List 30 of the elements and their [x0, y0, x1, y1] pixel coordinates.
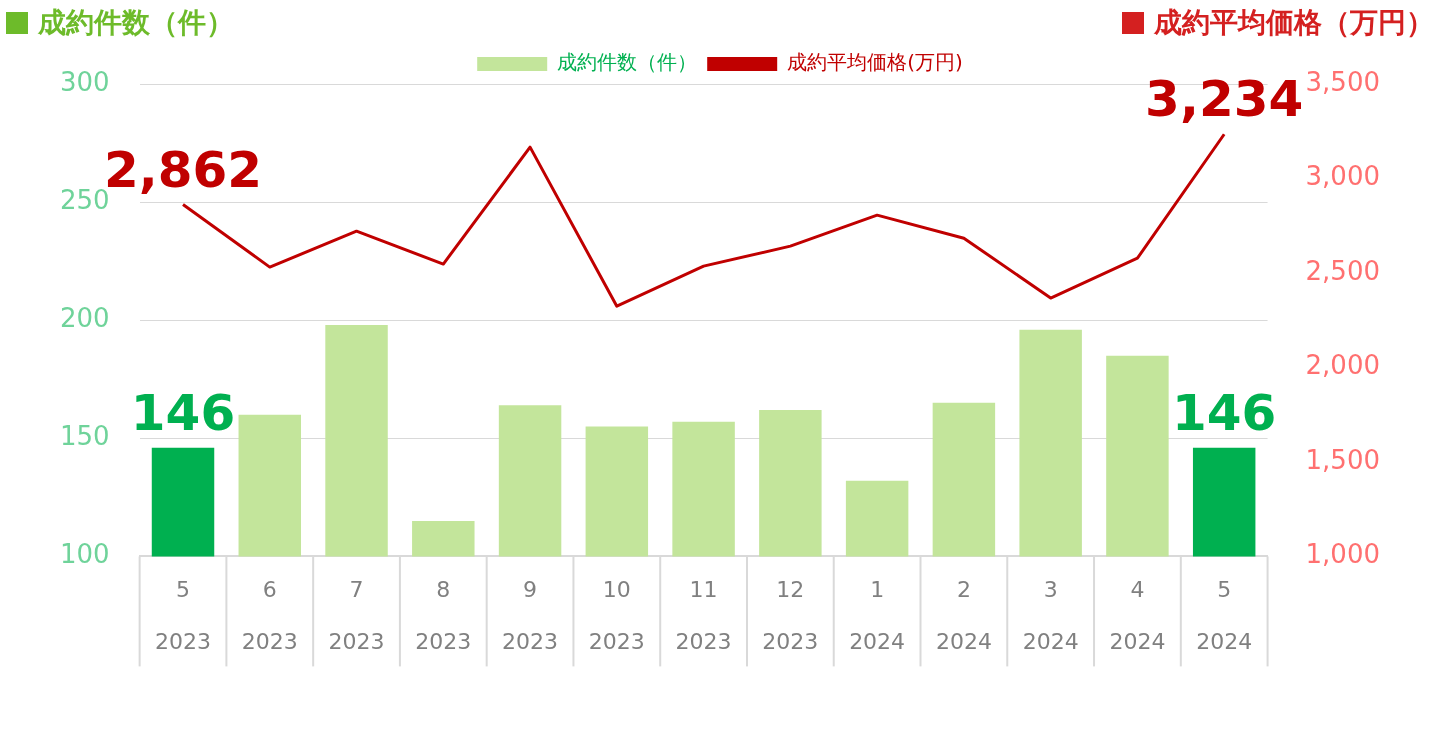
legend-label: 成約平均価格(万円)	[787, 50, 963, 75]
category-label: 8 2023	[415, 576, 472, 655]
category-label: 11 2023	[675, 576, 732, 655]
category-label: 10 2023	[588, 576, 645, 655]
legend-label: 成約件数（件）	[557, 50, 698, 75]
category-label: 12 2023	[762, 576, 819, 655]
y2-tick-label: 1,000	[1305, 539, 1380, 570]
category-label: 2 2024	[935, 576, 992, 655]
y-tick-label: 300	[59, 66, 110, 97]
y-tick-label: 150	[59, 421, 110, 452]
y2-tick-label: 2,500	[1305, 255, 1380, 286]
y2-tick-label: 1,500	[1305, 444, 1380, 475]
y2-axis-title: 成約平均価格（万円）	[1154, 5, 1434, 41]
y-tick-label: 100	[59, 539, 110, 570]
data-label: 146	[1172, 383, 1277, 442]
category-label: 1 2024	[849, 576, 906, 655]
y-axis-title: 成約件数（件）	[38, 5, 234, 41]
category-label: 4 2024	[1109, 576, 1166, 655]
y-tick-label: 200	[59, 302, 110, 333]
y2-tick-label: 2,000	[1305, 350, 1380, 381]
category-label: 5 2024	[1196, 576, 1253, 655]
category-label: 5 2023	[155, 576, 212, 655]
category-label: 9 2023	[502, 576, 559, 655]
data-label: 146	[130, 383, 236, 442]
category-label: 6 2023	[241, 576, 298, 655]
y2-tick-label: 3,000	[1305, 161, 1380, 192]
y2-tick-label: 3,500	[1305, 66, 1380, 97]
category-label: 3 2024	[1022, 576, 1079, 655]
data-label: 3,234	[1145, 70, 1304, 129]
category-label: 7 2023	[328, 576, 385, 655]
